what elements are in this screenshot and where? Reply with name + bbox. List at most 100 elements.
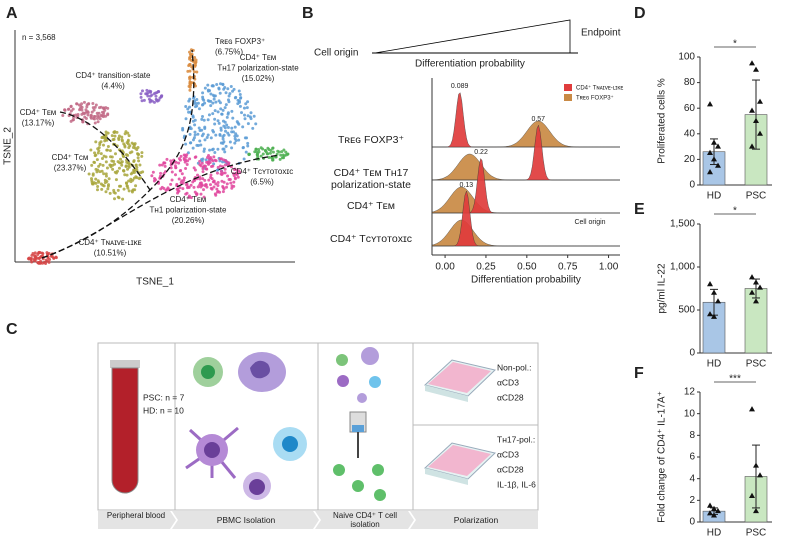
cell-dot (201, 157, 205, 161)
cell-dot (221, 171, 225, 175)
cell-dot (120, 163, 124, 167)
cell-dot (189, 196, 193, 200)
data-point (757, 284, 763, 290)
cell-dot (201, 95, 205, 99)
cell-dot (140, 99, 144, 103)
cell-dot (139, 92, 143, 96)
cell-dot (199, 192, 203, 196)
step-label: Polarization (453, 515, 499, 525)
cell-dot (94, 103, 98, 107)
legend-label: CD4⁺ Tɴᴀɪᴠᴇ-ʟɪᴋᴇ (576, 85, 623, 92)
cell-dot (201, 103, 205, 107)
cell-dot (201, 91, 205, 95)
cluster-label: CD4⁺ Tᴄᴍ (52, 153, 89, 162)
cell-dot (284, 150, 288, 154)
cell-dot (228, 140, 232, 144)
cell-dot (188, 88, 192, 92)
cell-dot (99, 152, 103, 156)
cell-dot (279, 153, 283, 157)
cell-dot (227, 94, 231, 98)
cell-dot (37, 250, 41, 254)
cell-dot (242, 106, 246, 110)
cell-dot (128, 144, 132, 148)
cell-dot (215, 187, 219, 191)
cell-dot (54, 256, 58, 260)
cell-dot (254, 147, 258, 151)
cell-dot (126, 186, 130, 190)
cell-dot (201, 170, 205, 174)
cell-dot (252, 114, 256, 118)
cell-dot (201, 115, 205, 119)
cell-dot (233, 141, 237, 145)
cell-dot (98, 106, 102, 110)
cell-dot (225, 123, 229, 127)
cell-dot (108, 191, 112, 195)
start-label: Cell origin (314, 48, 358, 59)
cell-dot (223, 163, 227, 167)
cell-dot (214, 182, 218, 186)
cell-dot (227, 162, 231, 166)
cell-dot (96, 151, 100, 155)
cell-dot (211, 112, 215, 116)
cell-dot (220, 112, 224, 116)
cell-dot (237, 138, 241, 142)
cell-dot (201, 167, 205, 171)
cell-dot (101, 143, 105, 147)
cell-dot (200, 117, 204, 121)
y-tick-label: 1,500 (670, 219, 695, 230)
cell-dot (231, 89, 235, 93)
end-label: Endpoint (581, 28, 621, 39)
cell-dot (197, 107, 201, 111)
cell-dot (165, 157, 169, 161)
cell-dot (139, 171, 143, 175)
cell-dot (36, 261, 40, 265)
cell-dot (230, 184, 234, 188)
cell-dot (124, 164, 128, 168)
condition-text: αCD28 (497, 392, 524, 402)
cell-dot (100, 187, 104, 191)
cell-dot (89, 116, 93, 120)
y-tick-label: 20 (684, 154, 696, 165)
step-label: Naive CD4⁺ T cell isolation (333, 511, 397, 530)
cell-dot (90, 163, 94, 167)
cluster-label: Tʜ17 polarization-state (217, 64, 299, 73)
cell-dot (207, 160, 211, 164)
cell-dot (158, 96, 162, 100)
cell-dot (86, 113, 90, 117)
cell-dot (194, 155, 198, 159)
cluster-label: Tʜ1 polarization-state (150, 206, 227, 215)
condition-text: αCD3 (497, 449, 519, 459)
cell-dot (188, 97, 192, 101)
y-tick-label: 500 (678, 305, 695, 316)
cell-count: n = 3,568 (22, 33, 56, 42)
data-point (749, 274, 755, 280)
cell-dot (202, 195, 206, 199)
cell-dot (257, 150, 261, 154)
cell-dot (221, 135, 225, 139)
pbmc-cells (185, 352, 307, 500)
cell-dot (98, 162, 102, 166)
cell-dot (199, 181, 203, 185)
cell-dot (92, 117, 96, 121)
cell-dot (169, 159, 173, 163)
cell-dot (178, 186, 182, 190)
cell-dot (193, 99, 197, 103)
cell-dot (130, 141, 134, 145)
cell-dot (101, 113, 105, 117)
cell-dot (110, 155, 114, 159)
cell-dot (251, 126, 255, 130)
cell-dot (184, 104, 188, 108)
cell-dot (162, 172, 166, 176)
cell-dot (224, 144, 228, 148)
data-point (753, 279, 759, 285)
cell-nucleus (250, 360, 270, 379)
cell-dot (41, 252, 45, 256)
peak-label: 0.57 (531, 116, 545, 123)
cell-dot (221, 108, 225, 112)
y-axis-title: pg/ml IL-22 (657, 263, 668, 313)
cell-dot (222, 140, 226, 144)
workflow-diagram (97, 342, 539, 511)
cell-dot (195, 70, 199, 74)
x-axis-title: Differentiation probability (471, 275, 581, 286)
cell-dot (113, 170, 117, 174)
